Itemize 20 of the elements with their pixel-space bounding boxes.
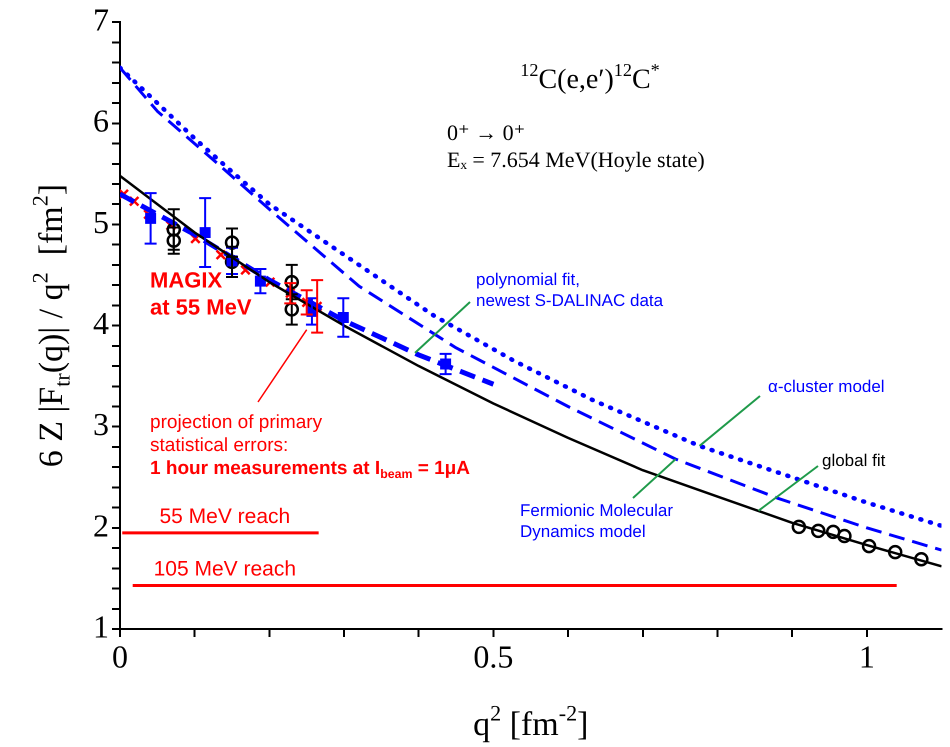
x-tick-label: 0.5 — [473, 638, 514, 675]
y-axis-title: 6 Z |Ftr(q)| / q2 [fm2] — [28, 184, 74, 468]
annotation: polynomial fit, newest S-DALINAC data — [476, 270, 664, 310]
text: 0⁺ → 0⁺ — [447, 120, 526, 145]
x-tick-label: 0 — [112, 638, 128, 675]
annotation: α-cluster model — [768, 377, 885, 396]
y-tick-label: 5 — [93, 204, 109, 240]
y-tick-label: 3 — [93, 406, 109, 442]
annotation: global fit — [822, 451, 886, 470]
y-tick-label: 6 — [93, 102, 109, 139]
y-tick-label: 2 — [93, 507, 109, 544]
x-tick-label: 1 — [858, 638, 875, 675]
annotation: 55 MeV reach — [159, 504, 290, 528]
y-tick-label: 4 — [93, 305, 109, 342]
annotation: Eₓ = 7.654 MeV(Hoyle state) — [447, 147, 705, 172]
annotation: MAGIX at 55 MeV — [150, 267, 252, 320]
annotation: 105 MeV reach — [154, 558, 296, 581]
y-tick-label: 1 — [93, 608, 109, 644]
y-tick-label: 7 — [93, 2, 109, 38]
annotation: Fermionic Molecular Dynamics model — [520, 501, 674, 541]
